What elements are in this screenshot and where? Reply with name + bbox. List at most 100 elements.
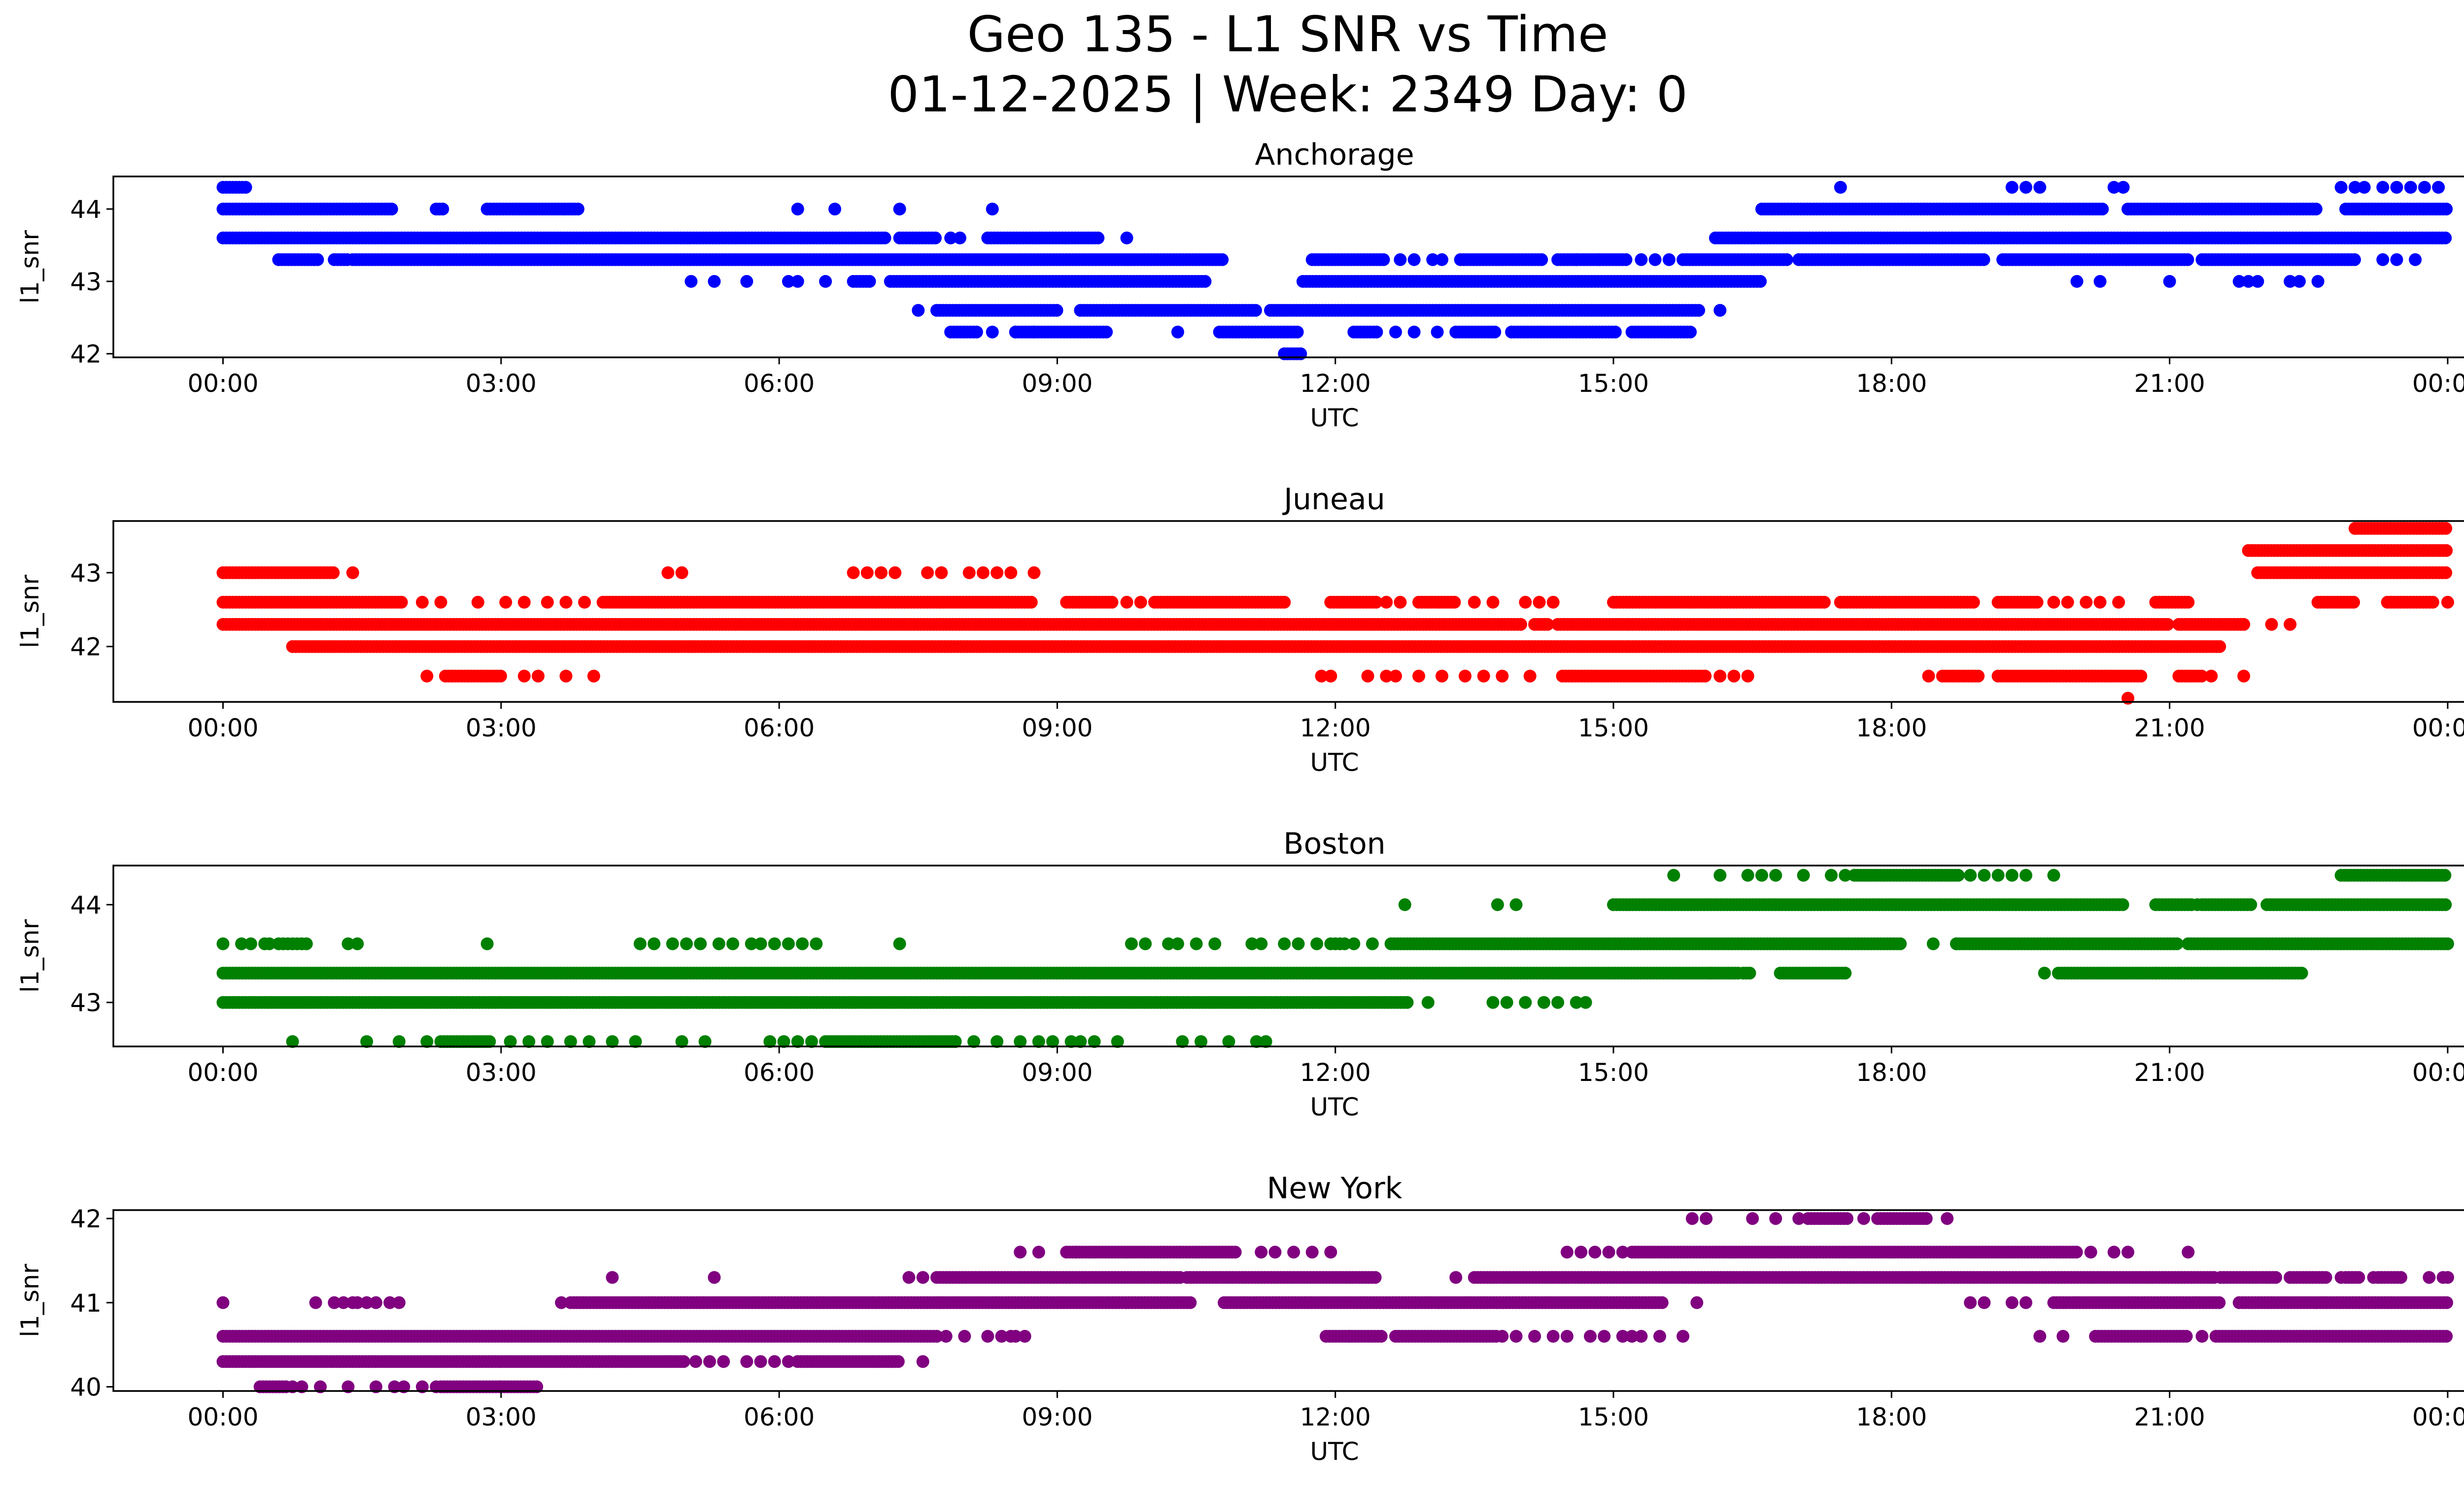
data-point — [1389, 670, 1402, 683]
data-point — [1436, 253, 1448, 266]
data-point — [879, 232, 891, 244]
data-point — [1100, 326, 1113, 339]
data-point — [1092, 232, 1104, 244]
data-point — [661, 566, 674, 579]
data-point — [1755, 869, 1768, 882]
y-axis-label: l1_snr — [16, 230, 44, 304]
data-point — [2348, 253, 2361, 266]
data-point — [929, 232, 942, 244]
x-tick-label: 00:00 — [2412, 714, 2464, 742]
data-point — [726, 938, 739, 950]
data-point — [217, 938, 230, 950]
data-point — [986, 203, 999, 215]
data-point — [420, 670, 433, 683]
data-point — [2031, 596, 2044, 609]
data-point — [1027, 326, 1040, 339]
data-point — [1408, 326, 1421, 339]
data-point — [1692, 304, 1705, 317]
data-point — [2019, 181, 2032, 194]
data-point — [1964, 869, 1977, 882]
data-point — [2244, 898, 2257, 911]
data-point — [2181, 253, 2194, 266]
data-point — [2033, 181, 2046, 194]
data-point — [713, 938, 725, 950]
x-tick-label: 09:00 — [1022, 369, 1093, 398]
subplot-title: Boston — [1283, 827, 1385, 861]
data-point — [1922, 670, 1935, 683]
x-tick-label: 18:00 — [1856, 714, 1927, 742]
data-point — [2310, 203, 2323, 215]
data-point — [1797, 869, 1810, 882]
data-point — [499, 596, 512, 609]
data-point — [240, 181, 252, 194]
x-tick-label: 12:00 — [1300, 714, 1371, 742]
data-point — [1377, 253, 1390, 266]
data-point — [2440, 544, 2453, 557]
data-point — [1978, 869, 1990, 882]
data-point — [1992, 869, 2005, 882]
data-point — [1491, 898, 1504, 911]
data-point — [1978, 253, 1990, 266]
data-point — [819, 275, 832, 288]
y-tick-label: 44 — [70, 195, 102, 224]
data-point — [1408, 253, 1421, 266]
x-tick-label: 21:00 — [2134, 714, 2205, 742]
data-point — [1291, 326, 1304, 339]
data-point — [436, 203, 449, 215]
data-point — [572, 203, 584, 215]
data-point — [1448, 596, 1461, 609]
data-point — [2071, 275, 2084, 288]
data-point — [796, 938, 809, 950]
data-point — [2096, 203, 2109, 215]
x-tick-label: 18:00 — [1856, 369, 1927, 398]
data-point — [1487, 596, 1500, 609]
data-point — [810, 938, 822, 950]
data-point — [2134, 670, 2147, 683]
data-point — [847, 566, 860, 579]
data-point — [1967, 596, 1980, 609]
data-point — [2390, 181, 2403, 194]
data-point — [893, 203, 906, 215]
data-point — [1728, 670, 1741, 683]
figure-title-line2: 01-12-2025 | Week: 2349 Day: 0 — [888, 66, 1687, 123]
data-point — [1027, 566, 1040, 579]
x-tick-label: 03:00 — [466, 369, 537, 398]
data-point — [2284, 618, 2296, 631]
data-point — [2439, 232, 2452, 244]
data-point — [1004, 566, 1017, 579]
data-point — [893, 938, 906, 950]
data-point — [1121, 596, 1133, 609]
data-point — [1294, 348, 1307, 360]
data-point — [2237, 618, 2250, 631]
data-point — [541, 596, 554, 609]
data-point — [1609, 326, 1622, 339]
data-point — [863, 275, 876, 288]
data-point — [351, 938, 364, 950]
data-point — [708, 275, 720, 288]
data-point — [1399, 898, 1411, 911]
data-point — [1519, 596, 1532, 609]
data-point — [2048, 869, 2060, 882]
data-point — [1834, 181, 1847, 194]
data-point — [2080, 596, 2092, 609]
data-point — [1394, 253, 1406, 266]
data-point — [1754, 275, 1767, 288]
data-point — [2265, 618, 2278, 631]
data-point — [1121, 232, 1133, 244]
data-point — [532, 670, 545, 683]
data-point — [2376, 253, 2389, 266]
data-point — [1324, 670, 1337, 683]
data-point — [634, 938, 647, 950]
data-point — [300, 938, 313, 950]
data-point — [1713, 670, 1726, 683]
data-point — [680, 938, 693, 950]
data-point — [1436, 670, 1448, 683]
data-point — [1742, 869, 1754, 882]
data-point — [2006, 181, 2019, 194]
data-point — [791, 203, 804, 215]
data-point — [518, 596, 531, 609]
data-point — [1514, 618, 1527, 631]
x-tick-label: 00:00 — [2412, 369, 2464, 398]
